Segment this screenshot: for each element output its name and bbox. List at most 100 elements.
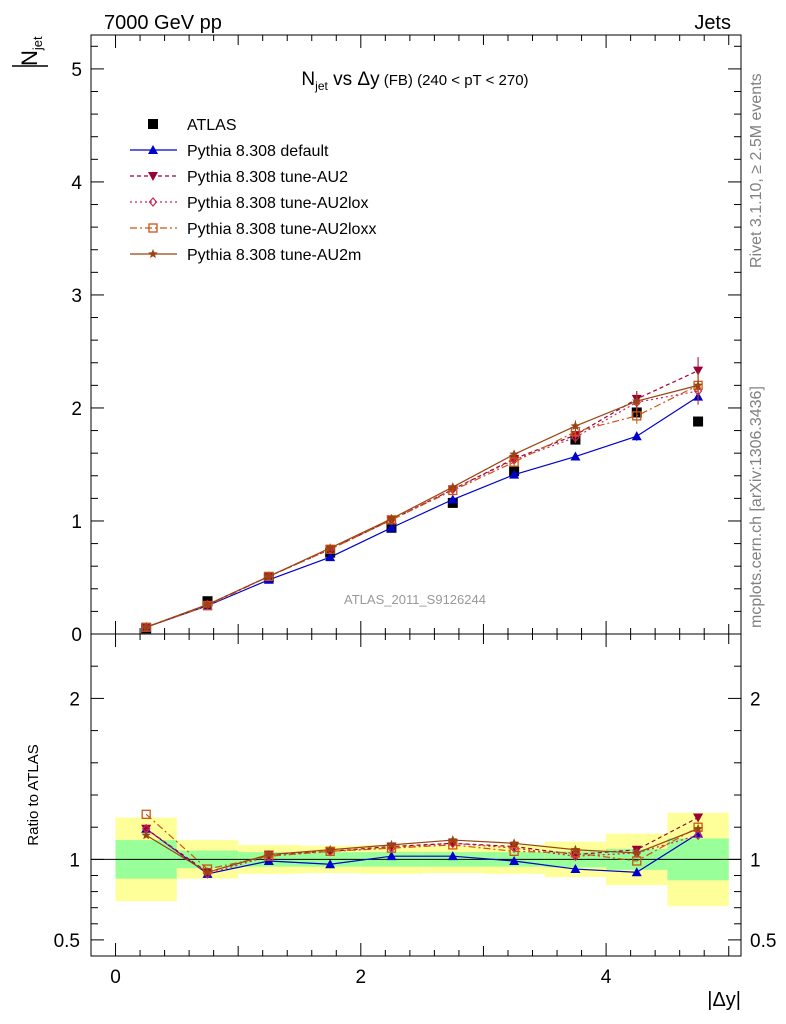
ratio-panel: 0 2 4 0.5 0.5 1 1 2 2 Ratio to ATLAS |Δy| — [25, 633, 776, 1011]
main-data-point — [693, 366, 704, 376]
main-ytick-label: 1 — [71, 512, 82, 533]
main-data-point — [509, 457, 519, 467]
main-data-point — [509, 449, 519, 459]
legend-marker — [148, 145, 158, 154]
header-right: Jets — [694, 12, 731, 34]
main-series-line-2 — [145, 370, 699, 628]
main-title: Njet vs Δy (FB) (240 < pT < 270) — [301, 69, 528, 93]
ratio-series-line-0 — [145, 828, 699, 875]
ratio-data-point — [509, 856, 520, 866]
ratio-xtick-label: 2 — [356, 967, 367, 988]
main-data-point — [631, 431, 642, 441]
ratio-data-point — [447, 851, 458, 861]
ratio-data-point — [386, 851, 397, 861]
main-data-point — [447, 494, 458, 504]
ratio-data-point — [693, 813, 704, 823]
main-data-point — [632, 411, 642, 421]
main-data-point — [570, 451, 581, 461]
ratio-xtick-label: 4 — [601, 967, 612, 988]
ratio-data-point — [141, 830, 151, 840]
ratio-data-point — [631, 867, 642, 877]
ratio-data-point — [570, 864, 581, 874]
ratio-ytick-label: 0.5 — [54, 931, 80, 952]
legend-item: Pythia 8.308 tune-AU2loxx — [130, 221, 376, 238]
main-ytick-label: 4 — [71, 173, 82, 194]
rivet-label: Rivet 3.1.10, ≥ 2.5M events — [748, 73, 765, 268]
ratio-ytick-label: 1 — [69, 850, 80, 871]
ratio-data-point — [448, 835, 458, 845]
ratio-data-point — [325, 859, 336, 869]
main-data-point — [141, 622, 151, 632]
svg-text:Njet: Njet — [17, 36, 45, 66]
ratio-series-4 — [141, 823, 703, 877]
main-series-line-5 — [145, 384, 699, 628]
ratio-data-point — [141, 809, 151, 819]
main-data-point — [509, 469, 520, 479]
legend-item: Pythia 8.308 tune-AU2m — [130, 247, 361, 264]
title-sub: jet — [314, 79, 328, 93]
ratio-axes: 0 2 4 0.5 0.5 1 1 2 2 — [54, 634, 776, 988]
legend-marker — [148, 119, 158, 129]
watermark: ATLAS_2011_S9126244 — [344, 592, 486, 607]
legend-item: Pythia 8.308 tune-AU2lox — [130, 195, 368, 212]
ratio-data-point — [202, 867, 213, 877]
legend-marker — [148, 197, 158, 207]
main-ylabel-sub: jet — [30, 36, 45, 51]
ratio-data-point — [693, 822, 703, 832]
main-data-point — [202, 599, 213, 609]
xlabel: |Δy| — [707, 989, 741, 1011]
title-range: (240 < pT < 270) — [413, 72, 529, 89]
main-series-line-1 — [145, 396, 699, 628]
legend-label: Pythia 8.308 tune-AU2m — [187, 247, 361, 264]
ratio-data-point — [632, 848, 642, 857]
main-data-point — [264, 571, 274, 581]
ratio-frame — [90, 633, 742, 957]
main-ytick-label: 5 — [71, 60, 82, 81]
ratio-ytick-label-right: 2 — [750, 689, 761, 710]
legend-label: ATLAS — [187, 117, 237, 134]
ratio-data-point — [570, 844, 581, 854]
ratio-data-point — [571, 851, 580, 862]
ratio-ylabel: Ratio to ATLAS — [25, 744, 42, 845]
main-data-point — [386, 513, 397, 523]
main-data-point — [386, 522, 397, 532]
ratio-ytick-label: 2 — [69, 689, 80, 710]
ratio-ytick-label-right: 1 — [750, 850, 761, 871]
legend-marker — [148, 172, 158, 181]
title-n: N — [301, 69, 315, 90]
main-series-line-4 — [145, 384, 699, 628]
legend-item: Pythia 8.308 default — [130, 143, 329, 160]
main-axes: 0 1 2 3 4 5 — [71, 35, 741, 646]
ratio-data-point — [509, 838, 519, 848]
title-fb: (FB) — [380, 72, 413, 89]
main-series-5 — [141, 371, 703, 632]
ratio-series-line-3 — [145, 813, 699, 870]
mcplots-label: mcplots.cern.ch [arXiv:1306.3436] — [748, 386, 765, 628]
main-data-point — [632, 396, 642, 406]
legend-item: ATLAS — [148, 117, 237, 134]
legend-marker — [148, 223, 158, 233]
legend-label: Pythia 8.308 tune-AU2lox — [187, 195, 368, 212]
main-series-layer — [141, 357, 704, 634]
main-data-point — [693, 416, 704, 427]
ratio-data-point — [693, 830, 703, 841]
main-ytick-label: 3 — [71, 286, 82, 307]
main-data-point — [570, 421, 581, 431]
ratio-xtick-label: 0 — [110, 967, 121, 988]
main-data-point — [325, 543, 335, 553]
main-ytick-label: 2 — [71, 399, 82, 420]
main-data-point — [448, 482, 458, 492]
main-data-point — [325, 552, 336, 562]
main-data-point — [693, 380, 703, 390]
ratio-series-layer — [141, 809, 704, 879]
main-panel: ATLAS_2011_S9126244 Njet vs Δy (FB) (240… — [71, 34, 742, 646]
ratio-data-point — [509, 846, 519, 856]
ratio-data-point — [693, 823, 703, 833]
ratio-series-line-4 — [145, 828, 699, 873]
ratio-data-point — [386, 839, 397, 849]
ratio-data-point — [632, 856, 642, 866]
main-ytick-label: 0 — [71, 625, 82, 646]
ratio-data-point — [325, 844, 335, 854]
ratio-ytick-label-right: 0.5 — [750, 931, 776, 952]
main-ylabel-n: N — [17, 50, 42, 66]
